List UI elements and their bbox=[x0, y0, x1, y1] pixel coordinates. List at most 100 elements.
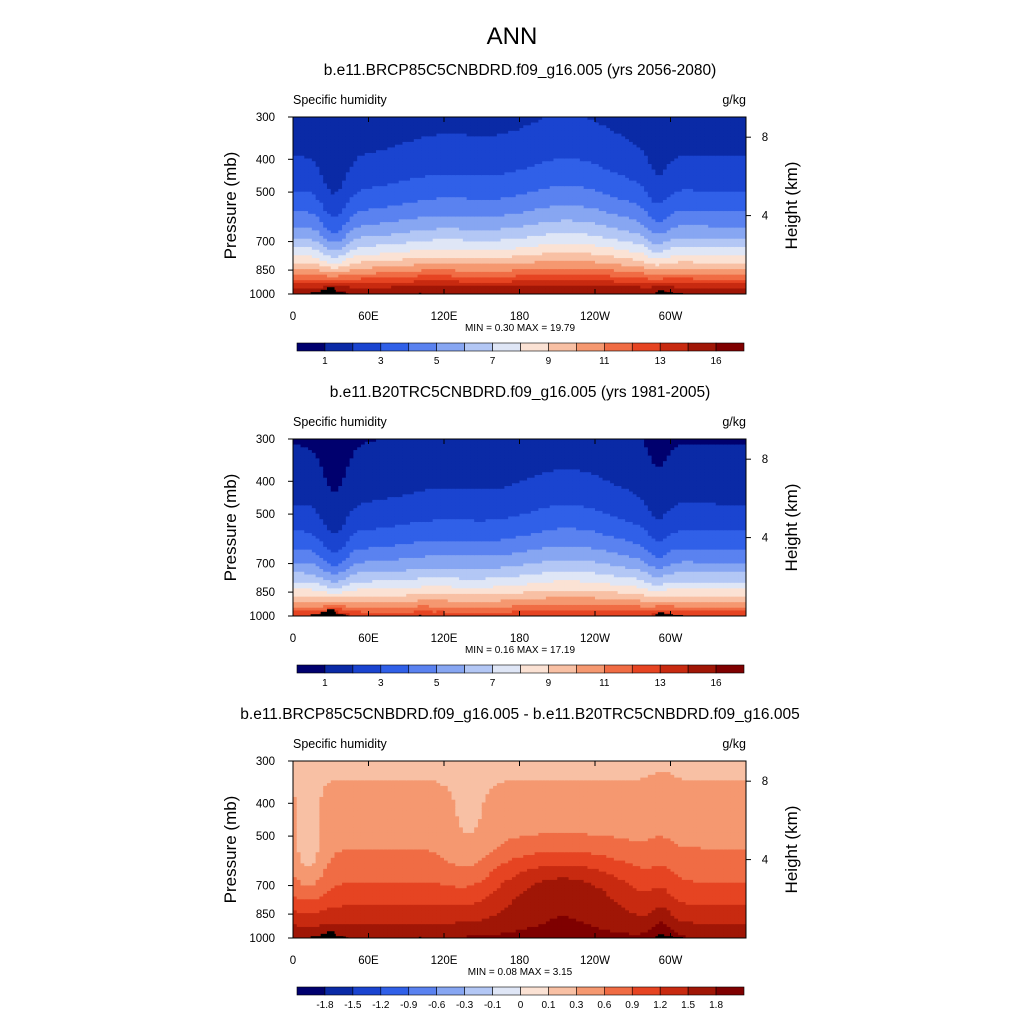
field-cell bbox=[432, 175, 438, 179]
field-cell bbox=[530, 119, 536, 124]
field-cell bbox=[372, 188, 377, 193]
field-cell bbox=[391, 175, 396, 179]
field-cell bbox=[364, 128, 370, 132]
field-cell bbox=[440, 177, 445, 182]
field-cell bbox=[489, 282, 494, 287]
field-cell bbox=[300, 119, 305, 124]
field-cell bbox=[353, 180, 358, 184]
field-cell bbox=[583, 269, 589, 273]
field-cell bbox=[349, 191, 355, 196]
field-cell bbox=[572, 172, 577, 176]
field-cell bbox=[315, 274, 321, 279]
field-cell bbox=[379, 274, 385, 279]
field-cell bbox=[527, 147, 532, 151]
field-cell bbox=[323, 211, 328, 215]
field-cell bbox=[349, 249, 355, 254]
field-cell bbox=[379, 233, 385, 237]
field-cell bbox=[304, 141, 309, 146]
field-cell bbox=[360, 175, 366, 179]
field-cell bbox=[455, 274, 460, 279]
field-cell bbox=[519, 197, 524, 201]
field-cell bbox=[485, 177, 490, 182]
field-cell bbox=[421, 244, 426, 248]
field-cell bbox=[376, 205, 381, 209]
field-cell bbox=[360, 227, 366, 231]
field-cell bbox=[410, 169, 415, 173]
field-cell bbox=[436, 161, 441, 165]
field-cell bbox=[368, 241, 373, 245]
field-cell bbox=[477, 280, 483, 284]
field-cell bbox=[326, 252, 332, 256]
field-cell bbox=[470, 258, 475, 262]
field-cell bbox=[489, 147, 494, 151]
field-cell bbox=[481, 186, 487, 190]
field-cell bbox=[413, 164, 419, 168]
field-cell bbox=[357, 191, 362, 196]
field-cell bbox=[421, 280, 426, 284]
field-cell bbox=[527, 224, 532, 229]
field-cell bbox=[466, 152, 472, 157]
field-cell bbox=[447, 119, 453, 124]
field-cell bbox=[319, 155, 324, 160]
field-cell bbox=[561, 271, 566, 276]
field-cell bbox=[398, 266, 404, 270]
field-cell bbox=[436, 144, 441, 149]
field-cell bbox=[447, 152, 453, 157]
field-cell bbox=[493, 291, 498, 294]
field-cell bbox=[304, 172, 309, 176]
field-cell bbox=[379, 224, 385, 229]
field-cell bbox=[519, 227, 524, 231]
field-cell bbox=[572, 166, 577, 171]
field-cell bbox=[466, 136, 472, 140]
field-cell bbox=[315, 194, 321, 198]
field-cell bbox=[534, 136, 539, 140]
field-cell bbox=[530, 246, 536, 251]
field-cell bbox=[432, 119, 438, 124]
field-cell bbox=[511, 147, 517, 151]
field-cell bbox=[579, 216, 585, 220]
field-cell bbox=[308, 183, 313, 187]
field-cell bbox=[323, 144, 328, 149]
field-cell bbox=[323, 119, 328, 124]
field-cell bbox=[391, 219, 396, 223]
field-cell bbox=[436, 255, 441, 259]
field-cell bbox=[485, 130, 490, 135]
field-cell bbox=[474, 224, 479, 229]
field-cell bbox=[519, 183, 524, 187]
field-cell bbox=[357, 238, 362, 243]
field-cell bbox=[432, 166, 438, 171]
field-cell bbox=[368, 186, 373, 190]
field-cell bbox=[485, 219, 490, 223]
field-cell bbox=[568, 150, 573, 154]
field-cell bbox=[493, 277, 498, 281]
field-cell bbox=[319, 208, 324, 212]
field-cell bbox=[451, 186, 456, 190]
field-cell bbox=[413, 188, 419, 193]
field-cell bbox=[523, 255, 528, 259]
field-cell bbox=[394, 128, 400, 132]
field-cell bbox=[338, 191, 343, 196]
field-cell bbox=[447, 169, 453, 173]
field-cell bbox=[470, 197, 475, 201]
field-cell bbox=[296, 117, 302, 121]
field-cell bbox=[530, 235, 536, 240]
field-cell bbox=[508, 133, 513, 137]
field-cell bbox=[387, 222, 392, 226]
field-cell bbox=[511, 197, 517, 201]
field-cell bbox=[300, 205, 305, 209]
field-cell bbox=[444, 119, 449, 124]
field-cell bbox=[538, 155, 543, 160]
field-cell bbox=[368, 263, 373, 267]
field-cell bbox=[538, 175, 543, 179]
field-cell bbox=[293, 180, 298, 184]
field-cell bbox=[519, 158, 524, 162]
field-cell bbox=[466, 233, 472, 237]
field-cell bbox=[466, 269, 472, 273]
field-cell bbox=[334, 263, 339, 267]
field-cell bbox=[387, 175, 392, 179]
field-cell bbox=[568, 122, 573, 126]
field-cell bbox=[342, 224, 347, 229]
field-cell bbox=[481, 136, 487, 140]
field-cell bbox=[542, 125, 547, 129]
field-cell bbox=[523, 241, 528, 245]
